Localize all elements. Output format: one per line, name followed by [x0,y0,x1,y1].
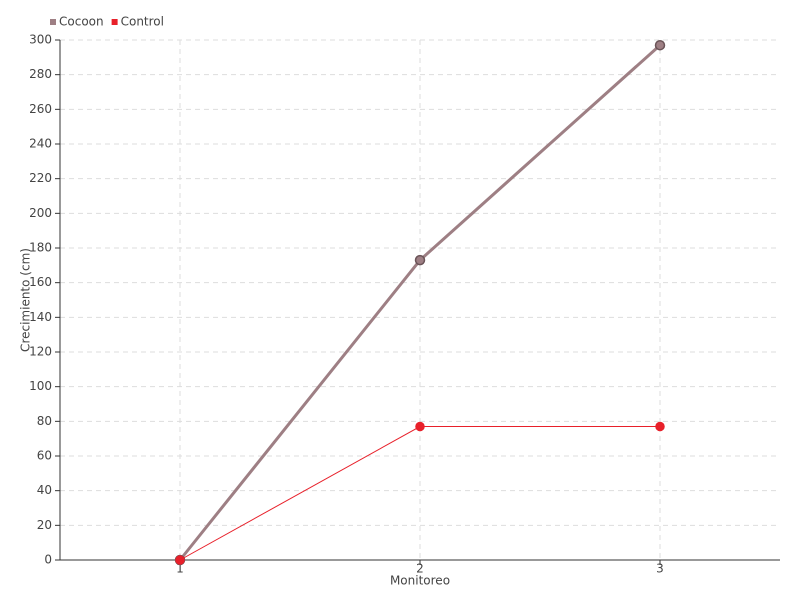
y-tick-label: 300 [29,33,52,47]
x-tick-label: 3 [656,562,664,576]
data-point [175,555,185,565]
y-tick-label: 240 [29,137,52,151]
data-point [655,421,665,432]
x-tick-label: 2 [416,562,424,576]
legend-swatch [111,19,118,25]
legend-label: Cocoon [59,15,104,29]
y-tick-label: 280 [29,67,52,81]
y-tick-label: 220 [29,171,52,185]
y-tick-label: 0 [44,553,52,567]
y-tick-label: 260 [29,102,52,116]
y-tick-label: 60 [37,449,52,463]
y-tick-label: 100 [29,379,52,393]
y-tick-label: 80 [37,414,52,428]
y-axis-label: Crecimiento (cm) [19,248,33,352]
y-tick-label: 120 [29,345,52,359]
x-axis-label: Monitoreo [390,574,450,588]
y-tick-label: 160 [29,275,52,289]
data-point [414,254,426,266]
y-tick-label: 200 [29,206,52,220]
legend-swatch [50,19,56,25]
y-tick-label: 40 [37,483,52,497]
y-tick-label: 20 [37,518,52,532]
y-tick-label: 140 [29,310,52,324]
y-tick-label: 180 [29,241,52,255]
legend-label: Control [121,15,164,29]
data-point [654,39,666,51]
data-point [415,421,425,432]
x-tick-label: 1 [176,562,184,576]
